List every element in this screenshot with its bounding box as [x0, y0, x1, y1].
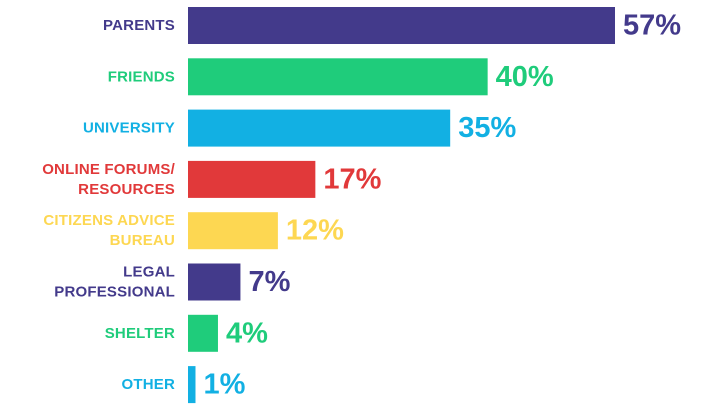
- value-label-shelter: 4%: [226, 317, 268, 349]
- category-label-legal-professional-line-1: LEGAL: [123, 264, 175, 281]
- value-label-legal-professional: 7%: [248, 266, 290, 298]
- category-label-other: OTHER: [122, 376, 176, 393]
- category-label-online-forums-resources-line-2: RESOURCES: [78, 181, 175, 198]
- value-label-other: 1%: [203, 369, 245, 401]
- category-label-legal-professional-line-2: PROFESSIONAL: [54, 284, 175, 301]
- bar-citizens-advice-bureau: [188, 212, 278, 250]
- bar-shelter: [188, 314, 218, 352]
- category-label-citizens-advice-bureau-line-2: BUREAU: [110, 232, 175, 249]
- bar-parents: [188, 7, 615, 44]
- category-label-online-forums-resources-line-1: ONLINE FORUMS/: [42, 161, 175, 178]
- value-label-citizens-advice-bureau: 12%: [286, 215, 344, 247]
- category-label-shelter: SHELTER: [105, 325, 175, 342]
- bar-online-forums-resources: [188, 160, 316, 198]
- value-label-parents: 57%: [623, 10, 681, 42]
- bar-other: [188, 366, 196, 404]
- bar-friends: [188, 58, 488, 96]
- category-label-university: UNIVERSITY: [83, 120, 175, 137]
- category-label-parents: PARENTS: [103, 17, 175, 34]
- bar-legal-professional: [188, 263, 241, 301]
- value-label-friends: 40%: [496, 61, 554, 93]
- category-label-citizens-advice-bureau-line-1: CITIZENS ADVICE: [43, 212, 175, 229]
- bar-university: [188, 109, 451, 147]
- category-label-friends: FRIENDS: [108, 68, 175, 85]
- value-label-university: 35%: [458, 112, 516, 144]
- value-label-online-forums-resources: 17%: [323, 163, 381, 195]
